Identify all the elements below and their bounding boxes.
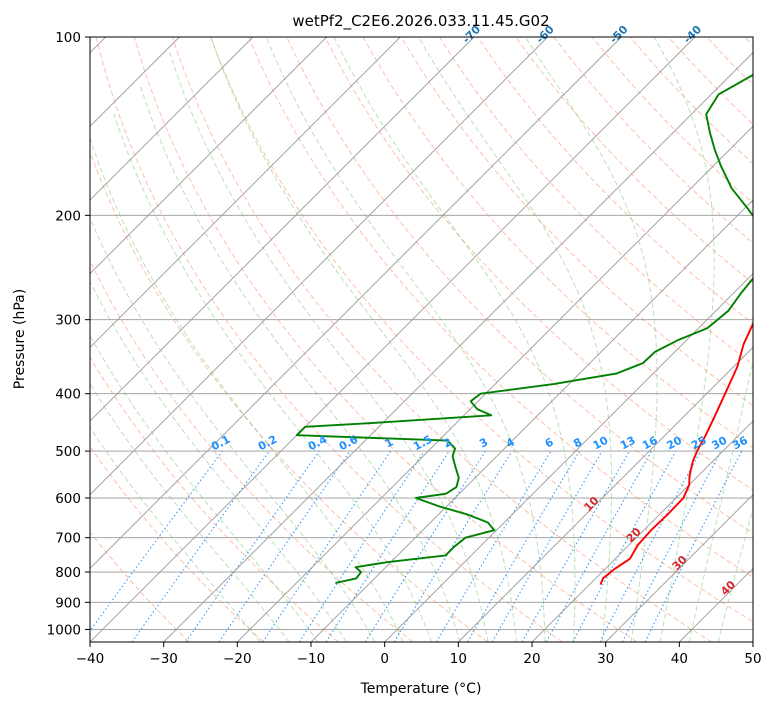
mixing-ratio-line bbox=[90, 450, 223, 632]
y-tick-label: 1000 bbox=[47, 622, 81, 638]
isotherm-line bbox=[163, 52, 753, 642]
mixing-ratio-line bbox=[545, 450, 653, 642]
inline-labels: 0.1 0.2 0.4 0.6 1 1.5 2 3 4 6 8 10 13 16 20 25 30 36-70 -6… bbox=[209, 23, 750, 599]
mixing-ratio-label: 13 bbox=[618, 434, 638, 453]
x-tick-label: −20 bbox=[223, 651, 252, 667]
dry-adiabat-line bbox=[400, 37, 753, 407]
dry-adiabat-line bbox=[438, 37, 753, 366]
mixing-ratio-label: 25 bbox=[689, 434, 709, 453]
dry-adiabat-line bbox=[210, 37, 753, 623]
isotherm-line bbox=[237, 125, 753, 642]
isotherm-line bbox=[90, 37, 622, 569]
moist-adiabat-line bbox=[717, 506, 753, 642]
dewpoint-profile-line bbox=[295, 73, 753, 584]
moist-adiabat-line bbox=[524, 37, 658, 642]
mixing-ratio-line bbox=[644, 450, 743, 642]
moist-adiabat-line bbox=[688, 358, 753, 642]
isotherm-line bbox=[90, 37, 401, 348]
y-tick-label: 900 bbox=[55, 595, 81, 611]
x-tick-label: −40 bbox=[76, 651, 105, 667]
mixing-ratio-line bbox=[262, 450, 392, 642]
mixing-ratio-line bbox=[218, 450, 351, 642]
mixing-ratio-label: 20 bbox=[664, 434, 684, 453]
isotherm-line bbox=[90, 37, 475, 422]
x-tick-label: 30 bbox=[597, 651, 614, 667]
chart-title: wetPf2_C2E6.2026.033.11.45.G02 bbox=[292, 12, 549, 31]
auxiliary-lines bbox=[90, 37, 753, 642]
x-axis-label: Temperature (°C) bbox=[360, 681, 482, 697]
x-tick-label: −30 bbox=[149, 651, 178, 667]
isotherm-line bbox=[310, 199, 753, 642]
profile-series bbox=[295, 73, 753, 585]
y-tick-label: 400 bbox=[55, 387, 81, 403]
dry-adiabat-line bbox=[248, 37, 753, 578]
dry-adiabat-line bbox=[133, 37, 638, 642]
dry-adiabat-line bbox=[90, 150, 488, 642]
isotherm-line bbox=[531, 420, 753, 642]
temperature-profile-line bbox=[599, 321, 753, 585]
x-tick-label: 20 bbox=[523, 651, 540, 667]
mixing-ratio-line bbox=[393, 450, 513, 642]
isotherm-line bbox=[605, 494, 753, 642]
y-tick-label: 800 bbox=[55, 565, 81, 581]
mixing-ratio-line bbox=[298, 450, 425, 642]
moist-adiabat-line bbox=[90, 280, 347, 642]
mixing-ratio-label: 36 bbox=[730, 434, 750, 453]
y-tick-label: 100 bbox=[55, 30, 81, 46]
mixing-ratio-line bbox=[521, 450, 630, 642]
mixing-ratio-label: 16 bbox=[640, 434, 660, 453]
axes: −40 −30 −20 −10 0 10 20 30 40 50 100 200 300 400 500 60… bbox=[47, 30, 762, 667]
mixing-ratio-label: 10 bbox=[591, 434, 611, 453]
moist-adiabat-line bbox=[653, 37, 715, 642]
x-tick-label: −10 bbox=[297, 651, 326, 667]
isotherm-line bbox=[90, 37, 696, 642]
isotherm-lines bbox=[90, 37, 753, 642]
y-tick-label: 600 bbox=[55, 491, 81, 507]
isotherm-line bbox=[90, 37, 548, 496]
moist-adiabat-line bbox=[333, 37, 576, 642]
isotherm-line bbox=[752, 641, 753, 642]
y-tick-label: 500 bbox=[55, 444, 81, 460]
y-axis-label: Pressure (hPa) bbox=[12, 289, 28, 389]
y-tick-label: 200 bbox=[55, 208, 81, 224]
isotherm-line bbox=[458, 346, 753, 642]
dry-adiabat-line bbox=[90, 356, 339, 642]
mixing-ratio-label: 30 bbox=[710, 434, 730, 453]
moist-adiabat-line bbox=[90, 426, 261, 642]
mixing-ratio-line bbox=[131, 450, 270, 642]
x-tick-label: 50 bbox=[744, 651, 761, 667]
x-tick-label: 10 bbox=[450, 651, 467, 667]
moist-adiabat-line bbox=[113, 114, 432, 642]
dry-adiabat-line bbox=[324, 37, 753, 491]
dry-adiabat-line bbox=[95, 37, 563, 642]
dry-adiabat-line bbox=[171, 37, 712, 642]
isotherm-line bbox=[90, 37, 254, 201]
dry-adiabat-line bbox=[90, 531, 190, 642]
x-tick-label: 40 bbox=[671, 651, 688, 667]
isotherm-line bbox=[384, 273, 753, 642]
x-tick-label: 0 bbox=[380, 651, 389, 667]
moist-adiabat-line bbox=[168, 49, 489, 642]
moist-adiabat-line bbox=[210, 37, 517, 642]
moist-adiabat-line bbox=[418, 37, 613, 642]
y-tick-label: 700 bbox=[55, 531, 81, 547]
y-tick-label: 300 bbox=[55, 313, 81, 329]
moist-adiabat-line bbox=[265, 37, 546, 642]
mixing-ratio-line bbox=[185, 450, 320, 642]
mixing-ratio-line bbox=[572, 450, 677, 642]
isotherm-line bbox=[90, 37, 327, 275]
plot-frame bbox=[89, 36, 754, 643]
moist-adiabat-line bbox=[139, 83, 461, 642]
dry-adiabat-line bbox=[90, 445, 264, 642]
